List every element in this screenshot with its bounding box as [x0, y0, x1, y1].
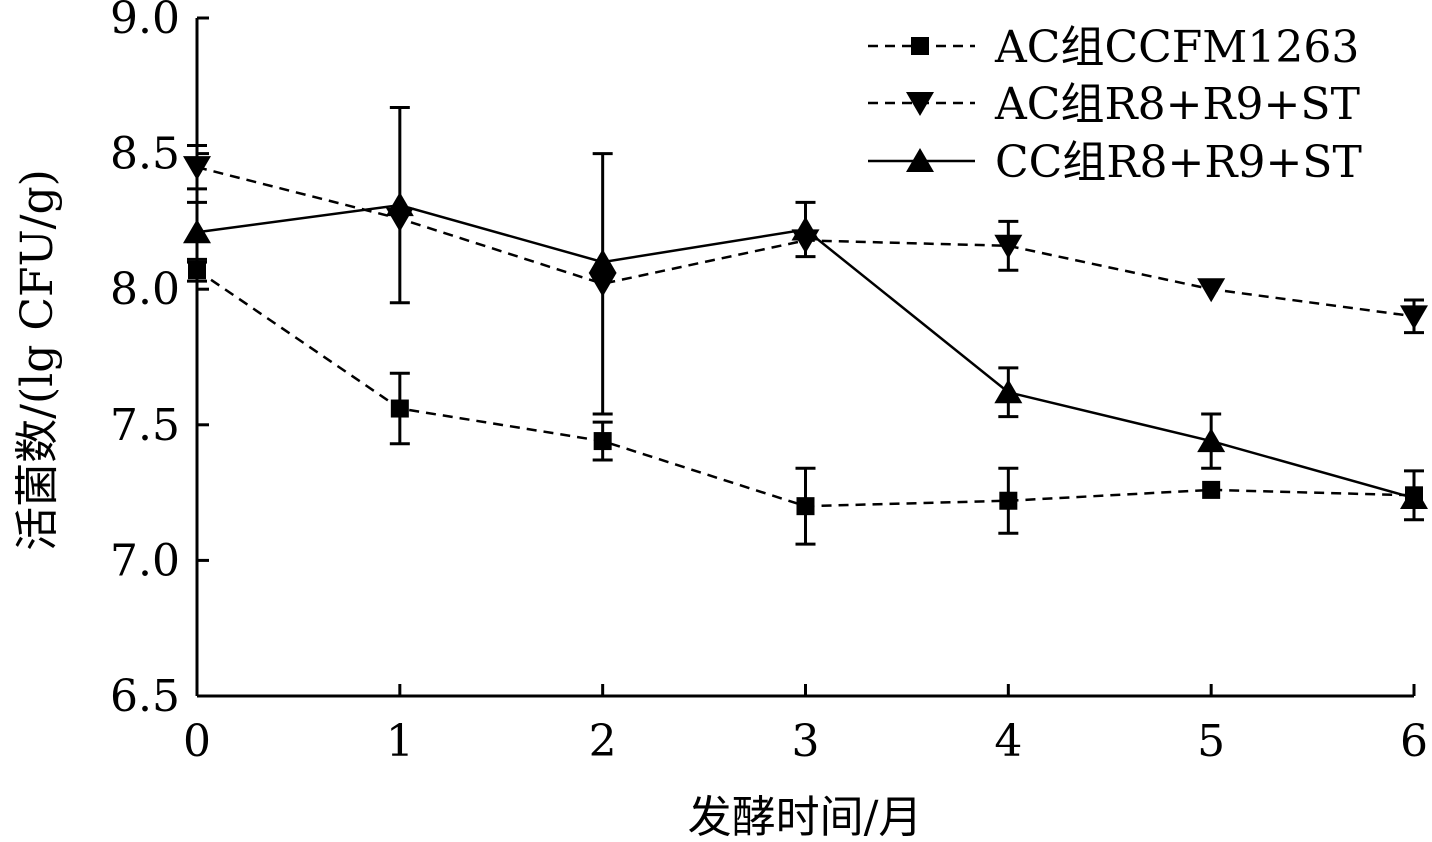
legend-item-3: CC组R8+R9+ST: [868, 137, 1362, 188]
legend-marker-1: [911, 37, 929, 55]
data-point-s3-3: [791, 216, 820, 241]
y-tick-label-1: 7.0: [110, 535, 180, 586]
plot-area: 6.5 7.0 7.5 8.0 8.5 9.0 0 1 2 3 4 5 6: [110, 0, 1428, 767]
series-markers: [183, 156, 1428, 516]
x-tick-label-2: 2: [589, 716, 617, 767]
legend-marker-3: [906, 148, 934, 172]
y-axis-title: 活菌数/(lg CFU/g): [12, 169, 63, 551]
y-tick-label-0: 6.5: [110, 671, 180, 722]
data-point-s3-6: [1400, 485, 1428, 510]
data-point-s3-1: [385, 192, 414, 217]
data-point-s1-1: [390, 399, 409, 418]
data-point-s1-3: [796, 497, 815, 516]
data-point-s2-5: [1197, 278, 1226, 303]
data-point-s3-4: [994, 379, 1023, 404]
x-tick-label-0: 0: [183, 716, 211, 767]
y-tick-label-4: 8.5: [110, 129, 180, 180]
x-tick-label-6: 6: [1400, 716, 1428, 767]
data-point-s3-2: [588, 249, 617, 274]
data-point-s2-6: [1400, 305, 1428, 330]
legend-label-3: CC组R8+R9+ST: [995, 137, 1362, 188]
legend-item-1: AC组CCFM1263: [868, 22, 1359, 73]
y-tick-label-3: 8.0: [110, 264, 180, 315]
data-point-s1-5: [1202, 480, 1221, 499]
data-point-s3-5: [1197, 428, 1226, 453]
x-tick-label-5: 5: [1197, 716, 1225, 767]
data-point-s2-4: [994, 234, 1023, 259]
data-point-s1-2: [593, 432, 612, 451]
legend-marker-2: [906, 92, 934, 116]
legend: AC组CCFM1263 AC组R8+R9+ST CC组R8+R9+ST: [868, 22, 1362, 188]
x-tick-label-3: 3: [792, 716, 820, 767]
data-point-s3-0: [183, 219, 211, 244]
data-point-s2-2: [588, 272, 617, 297]
y-tick-label-2: 7.5: [110, 400, 180, 451]
legend-label-2: AC组R8+R9+ST: [994, 79, 1360, 130]
y-tick-label-5: 9.0: [110, 0, 180, 44]
x-tick-label-1: 1: [386, 716, 414, 767]
data-point-s1-4: [999, 491, 1018, 510]
legend-item-2: AC组R8+R9+ST: [868, 79, 1360, 130]
x-axis-title: 发酵时间/月: [688, 792, 923, 842]
data-point-s1-0: [188, 261, 206, 280]
data-point-s2-0: [183, 156, 211, 181]
x-tick-label-4: 4: [994, 716, 1022, 767]
legend-label-1: AC组CCFM1263: [994, 22, 1359, 73]
